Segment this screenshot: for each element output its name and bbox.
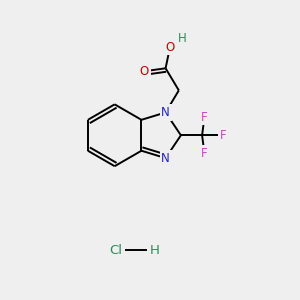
Text: Cl: Cl bbox=[109, 244, 122, 256]
Text: O: O bbox=[165, 40, 175, 54]
Text: N: N bbox=[161, 152, 170, 165]
Text: F: F bbox=[220, 129, 226, 142]
Text: H: H bbox=[178, 32, 187, 45]
Text: N: N bbox=[161, 106, 170, 119]
Text: F: F bbox=[201, 110, 208, 124]
Text: H: H bbox=[150, 244, 160, 256]
Text: F: F bbox=[201, 147, 208, 160]
Text: O: O bbox=[140, 65, 149, 78]
